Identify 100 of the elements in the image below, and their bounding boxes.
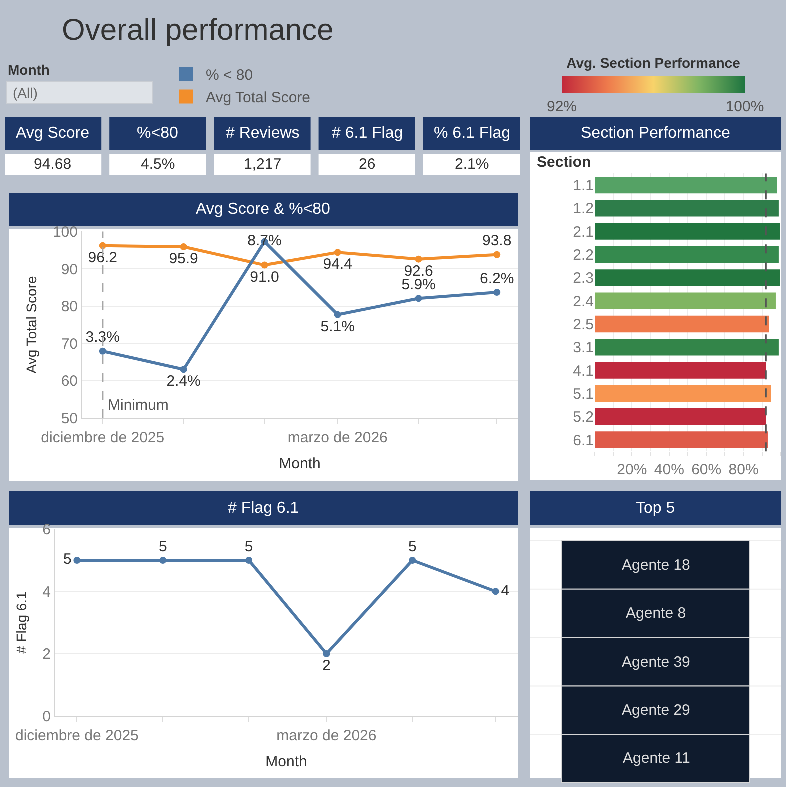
- text: Month: [8, 62, 50, 78]
- x-tick-label: diciembre de 2025: [15, 727, 139, 744]
- chart-title: Section Performance: [581, 125, 731, 142]
- y-tick-label: 0: [42, 708, 51, 726]
- y-tick-label: 1.2: [573, 200, 594, 218]
- y-tick-label: 60: [61, 373, 78, 390]
- category-label: Agente 29: [622, 702, 690, 719]
- point: [494, 289, 501, 296]
- y-tick-label: 2.2: [573, 247, 594, 264]
- category-label: Agente 18: [622, 557, 690, 574]
- chart-title: # Flag 6.1: [228, 500, 300, 517]
- point: [160, 556, 167, 564]
- text: 94.68: [34, 156, 72, 173]
- bar: [595, 362, 766, 379]
- x-tick-label: 60%: [692, 462, 722, 479]
- y-tick-label: 3.1: [573, 340, 594, 357]
- data-label: 96.2: [88, 250, 118, 267]
- y-axis-title: Avg Total Score: [24, 276, 40, 374]
- bar: [595, 200, 779, 217]
- x-tick-label: marzo de 2026: [276, 727, 377, 744]
- point: [74, 556, 81, 564]
- y-tick-label: 2.5: [573, 316, 594, 334]
- data-label: 91.0: [250, 268, 280, 286]
- y-tick-label: 100: [52, 224, 78, 241]
- bar: [595, 176, 778, 194]
- x-tick-label: 80%: [728, 462, 759, 479]
- y-tick-label: 5.2: [573, 409, 594, 426]
- data-label: 5: [63, 551, 72, 568]
- ref-line-label: Minimum: [108, 397, 169, 414]
- data-label: 93.8: [482, 232, 512, 250]
- x-tick-label: 40%: [654, 462, 684, 479]
- x-tick-label: 20%: [617, 462, 648, 479]
- category-label: Agente 39: [622, 654, 690, 671]
- data-label: 95.9: [169, 250, 198, 268]
- y-tick-label: 50: [61, 410, 78, 428]
- category-label: # Reviews: [226, 125, 300, 142]
- x-tick-label: diciembre de 2025: [41, 429, 165, 446]
- y-tick-label: 6: [42, 522, 51, 539]
- bar: [595, 339, 779, 356]
- legend-label: % < 80: [206, 67, 254, 84]
- bar: [595, 408, 766, 426]
- point: [409, 556, 416, 564]
- bar: [595, 316, 770, 333]
- y-tick-label: 5.1: [573, 386, 594, 403]
- text: Overall performance: [62, 14, 334, 47]
- y-tick-label: 80: [61, 298, 78, 316]
- y-axis-title: # Flag 6.1: [13, 591, 30, 654]
- category-label: Avg Score: [16, 125, 90, 142]
- y-tick-label: 2.4: [573, 293, 594, 310]
- color-bar-label: 92%: [546, 98, 578, 116]
- data-label: 94.4: [323, 256, 352, 274]
- text: (All): [13, 85, 38, 101]
- point: [261, 262, 268, 269]
- y-tick-label: 70: [61, 336, 78, 353]
- text: Top 5: [636, 500, 676, 517]
- text: 4.5%: [141, 156, 176, 173]
- y-tick-label: 4.1: [573, 362, 594, 380]
- x-axis-title: Month: [266, 753, 308, 770]
- chart-title: Avg Score & %<80: [196, 201, 331, 218]
- y-tick-label: 2: [42, 646, 51, 664]
- bar: [595, 292, 776, 310]
- bar: [595, 223, 780, 240]
- point: [415, 256, 422, 263]
- data-label: 3.3%: [86, 329, 120, 346]
- text: 26: [359, 156, 376, 173]
- legend-label: Avg Total Score: [206, 90, 311, 107]
- point: [180, 366, 188, 374]
- category-label: Agente 8: [626, 605, 686, 622]
- point: [415, 295, 422, 302]
- text: 1,217: [244, 156, 282, 173]
- text: 2.1%: [455, 156, 490, 173]
- y-tick-label: 4: [42, 584, 51, 601]
- point: [246, 556, 253, 564]
- point: [99, 242, 106, 250]
- data-label: 4: [501, 582, 510, 600]
- color-bar-label: 100%: [726, 98, 764, 116]
- y-axis-title: Section: [537, 154, 592, 171]
- data-label: 2.4%: [166, 373, 201, 390]
- bar: [595, 270, 780, 286]
- category-label: Agente 11: [623, 750, 690, 767]
- y-tick-label: 6.1: [573, 432, 594, 450]
- data-label: 2: [322, 658, 331, 675]
- data-label: 5.1%: [320, 318, 355, 336]
- point: [494, 251, 501, 258]
- bar: [595, 432, 768, 448]
- bar: [595, 246, 779, 264]
- data-label: 5: [408, 538, 417, 556]
- y-tick-label: 2.3: [573, 270, 594, 288]
- bar: [595, 385, 772, 402]
- data-label: 5: [158, 538, 168, 556]
- y-tick-label: 90: [61, 261, 78, 278]
- category-label: # 6.1 Flag: [332, 125, 404, 142]
- point: [334, 311, 342, 318]
- y-tick-label: 2.1: [573, 224, 594, 241]
- point: [323, 650, 330, 658]
- category-label: %<80: [137, 125, 178, 142]
- point: [99, 348, 106, 355]
- data-label: 6.2%: [480, 270, 514, 288]
- data-label: 5: [244, 538, 254, 556]
- x-axis-title: Month: [279, 455, 321, 472]
